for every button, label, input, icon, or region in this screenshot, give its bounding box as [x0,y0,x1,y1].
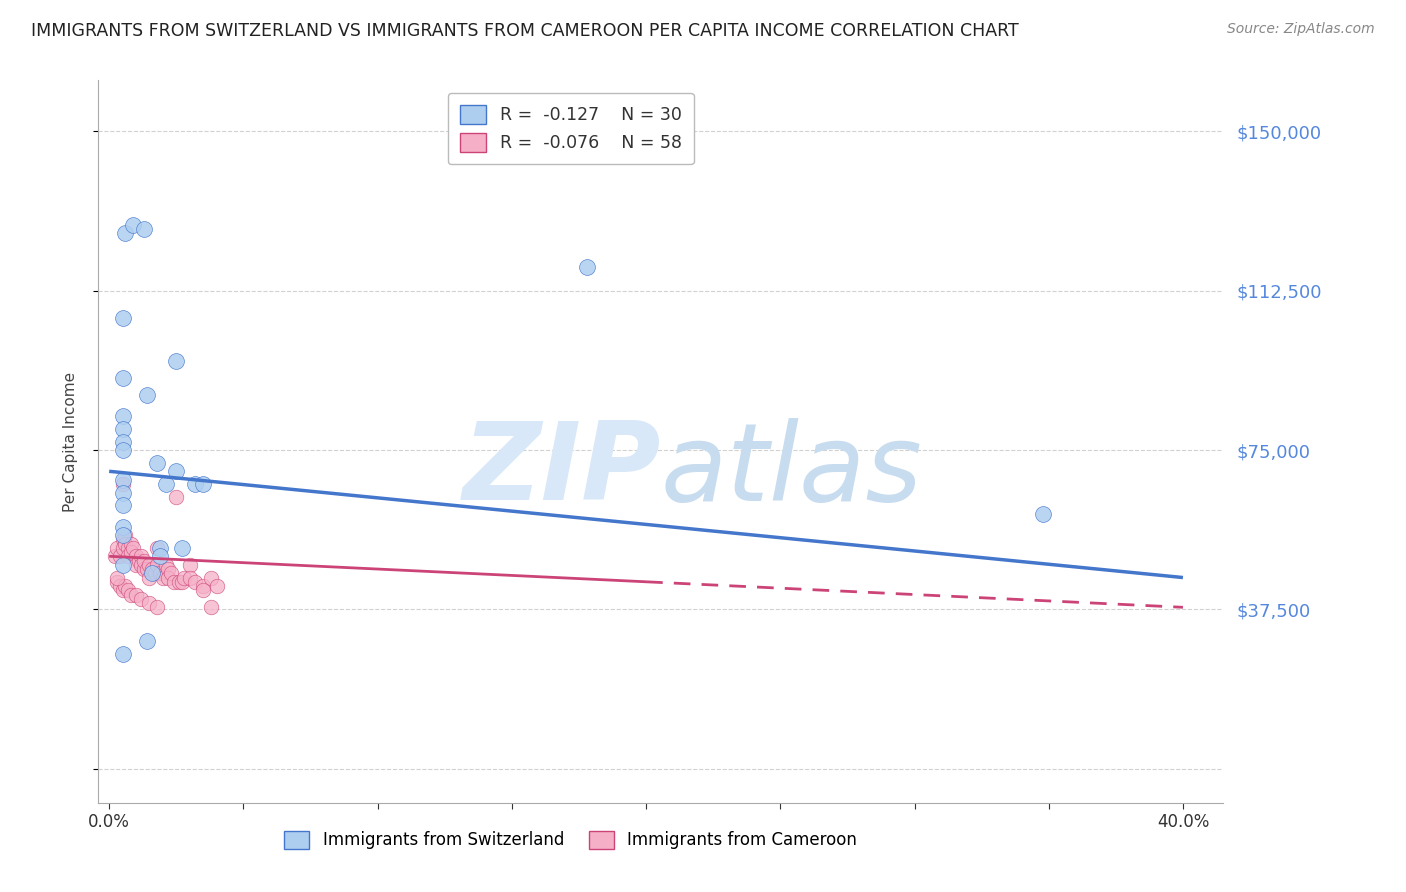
Point [111,409,134,423]
Point [135,562,157,576]
Point [111,477,134,491]
Point [179,558,201,572]
Point [155,558,177,572]
Point [160,566,183,581]
Point [165,353,187,368]
Point [1032,507,1054,521]
Point [143,566,166,581]
Point [105,574,128,589]
Point [120,545,142,559]
Point [114,528,136,542]
Point [149,541,172,555]
Point [135,388,157,402]
Point [114,227,136,241]
Point [105,570,128,584]
Point [191,477,214,491]
Point [111,371,134,385]
Point [111,541,134,555]
Point [149,549,172,564]
Point [117,541,139,555]
Point [105,541,128,555]
Point [155,477,177,491]
Point [111,422,134,436]
Point [120,588,142,602]
Point [146,456,169,470]
Point [111,498,134,512]
Point [132,562,155,576]
Point [170,574,193,589]
Point [146,541,169,555]
Point [200,600,222,615]
Point [111,647,134,661]
Point [146,558,169,572]
Point [170,541,193,555]
Text: ZIP: ZIP [463,417,661,524]
Point [205,579,228,593]
Point [111,583,134,598]
Point [152,570,174,584]
Point [131,591,153,606]
Point [167,574,190,589]
Point [125,588,148,602]
Point [149,566,172,581]
Point [117,583,139,598]
Point [103,549,125,564]
Y-axis label: Per Capita Income: Per Capita Income [63,371,77,512]
Point [138,570,160,584]
Point [165,464,187,478]
Point [117,549,139,564]
Point [162,574,184,589]
Point [191,579,214,593]
Text: Source: ZipAtlas.com: Source: ZipAtlas.com [1227,22,1375,37]
Text: atlas: atlas [661,418,922,523]
Point [125,549,148,564]
Point [111,485,134,500]
Point [108,579,131,593]
Point [141,562,163,576]
Point [132,222,155,236]
Point [111,443,134,458]
Point [184,477,207,491]
Point [157,562,180,576]
Point [191,583,214,598]
Point [157,570,180,584]
Text: IMMIGRANTS FROM SWITZERLAND VS IMMIGRANTS FROM CAMEROON PER CAPITA INCOME CORREL: IMMIGRANTS FROM SWITZERLAND VS IMMIGRANT… [31,22,1019,40]
Point [120,536,142,550]
Point [131,558,153,572]
Point [575,260,598,275]
Point [125,558,148,572]
Point [173,570,195,584]
Legend: Immigrants from Switzerland, Immigrants from Cameroon: Immigrants from Switzerland, Immigrants … [278,824,863,856]
Point [184,574,207,589]
Point [122,218,145,232]
Point [165,490,187,504]
Point [135,634,157,648]
Point [122,541,145,555]
Point [200,570,222,584]
Point [132,553,155,567]
Point [111,434,134,449]
Point [111,528,134,542]
Point [111,558,134,572]
Point [111,533,134,547]
Point [108,549,131,564]
Point [128,553,150,567]
Point [138,596,160,610]
Point [131,549,153,564]
Point [179,570,201,584]
Point [146,600,169,615]
Point [114,579,136,593]
Point [114,536,136,550]
Point [141,566,163,581]
Point [111,311,134,326]
Point [111,519,134,533]
Point [138,558,160,572]
Point [111,473,134,487]
